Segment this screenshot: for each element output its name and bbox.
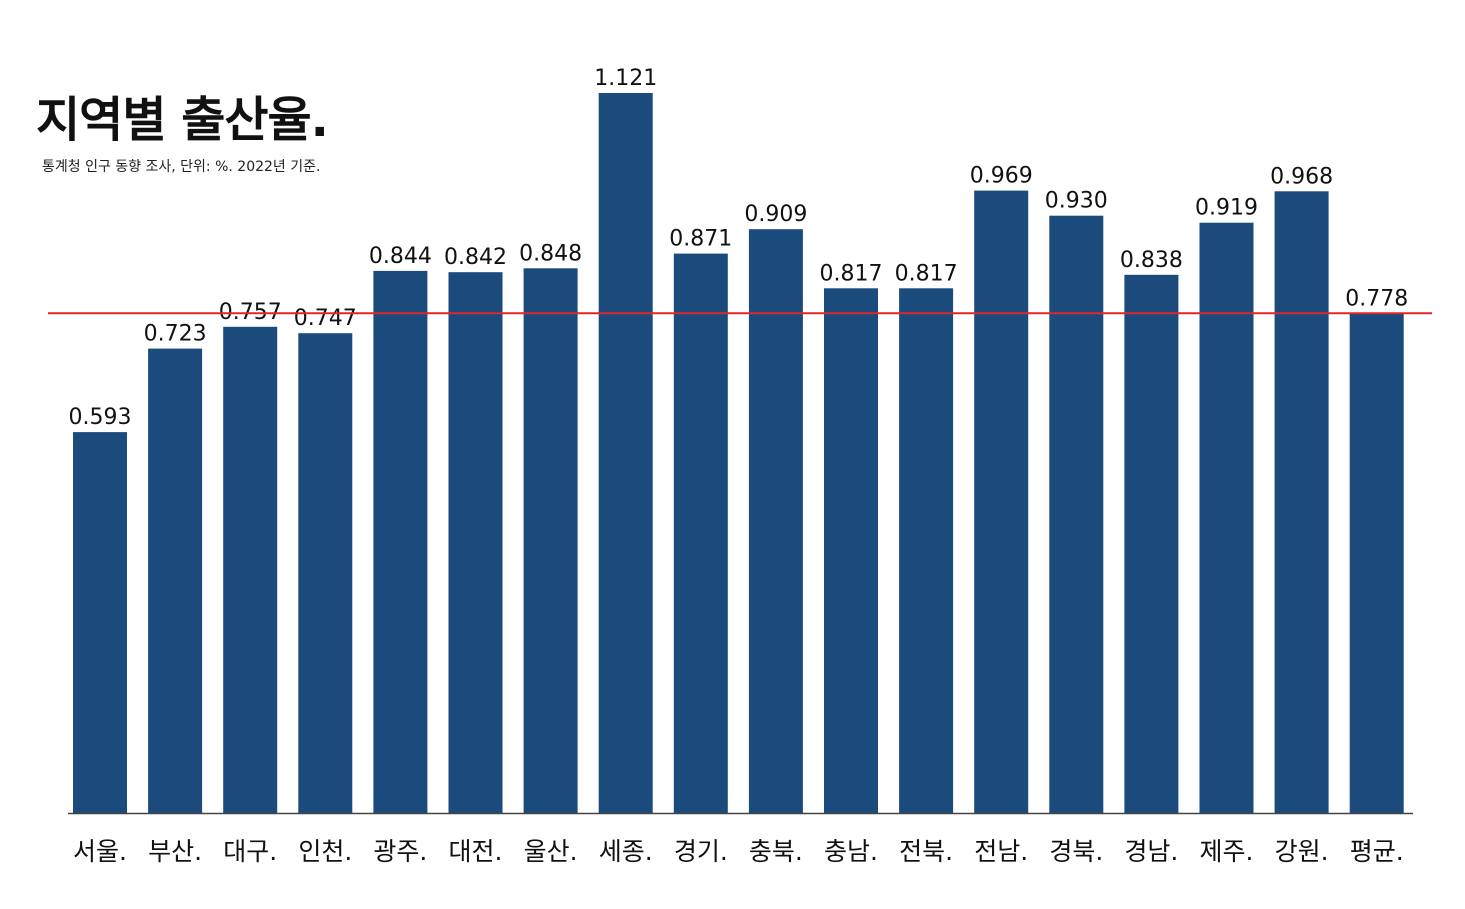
bar — [1124, 274, 1179, 813]
bar — [598, 93, 653, 813]
bar-value-label: 0.747 — [294, 306, 357, 331]
x-tick-label: 전북. — [899, 837, 953, 866]
x-tick-label: 인천. — [298, 837, 352, 866]
bar-value-label: 0.723 — [144, 322, 207, 347]
bar-value-label: 0.842 — [444, 245, 507, 270]
bar — [148, 348, 203, 813]
bar — [373, 270, 428, 813]
x-tick-label: 대전. — [449, 837, 503, 866]
bar-value-label: 0.844 — [369, 244, 432, 269]
bar — [899, 288, 954, 813]
bar-value-label: 0.593 — [69, 405, 132, 430]
x-tick-label: 울산. — [524, 837, 578, 866]
bar — [1349, 313, 1404, 813]
x-tick-label: 강원. — [1275, 837, 1329, 866]
bar-value-label: 0.838 — [1120, 248, 1183, 273]
x-tick-label: 제주. — [1200, 837, 1254, 866]
x-tick-label: 전남. — [974, 837, 1028, 866]
bar-value-label: 0.930 — [1045, 189, 1108, 214]
bar — [748, 229, 803, 813]
bar — [974, 190, 1029, 814]
bar-value-label: 0.909 — [744, 202, 807, 227]
bar-value-label: 0.817 — [820, 261, 883, 286]
chart-title: 지역별 출산율. — [36, 92, 329, 148]
x-tick-label: 경기. — [674, 837, 728, 866]
bar-value-label: 0.919 — [1195, 196, 1258, 221]
bar — [73, 432, 127, 813]
bar-value-label: 0.778 — [1345, 286, 1408, 311]
bar-value-label: 0.848 — [519, 241, 582, 266]
bar-value-label: 0.969 — [970, 164, 1033, 189]
x-tick-label: 광주. — [373, 837, 427, 866]
x-tick-label: 세종. — [599, 837, 653, 866]
bar-value-label: 1.121 — [594, 66, 657, 91]
bar — [824, 288, 878, 813]
bar — [1199, 222, 1254, 813]
chart-subtitle: 통계청 인구 동향 조사, 단위: %. 2022년 기준. — [42, 159, 321, 175]
x-tick-label: 부산. — [148, 837, 202, 866]
bar-value-label: 0.968 — [1270, 164, 1333, 189]
x-tick-label: 대구. — [223, 837, 277, 866]
bar — [448, 272, 503, 813]
bar — [1049, 215, 1104, 813]
x-tick-label: 경북. — [1049, 837, 1103, 866]
x-tick-label: 충북. — [749, 837, 803, 866]
bar-value-label: 0.817 — [895, 261, 958, 286]
x-tick-label: 평균. — [1350, 837, 1404, 866]
bar — [523, 268, 578, 813]
bar — [1274, 191, 1329, 814]
bar — [223, 326, 278, 813]
bar-value-label: 0.871 — [669, 227, 732, 252]
x-tick-label: 충남. — [824, 837, 878, 866]
x-tick-label: 서울. — [73, 837, 127, 866]
bar — [673, 253, 728, 814]
x-tick-label: 경남. — [1124, 837, 1178, 866]
bar — [298, 333, 353, 813]
